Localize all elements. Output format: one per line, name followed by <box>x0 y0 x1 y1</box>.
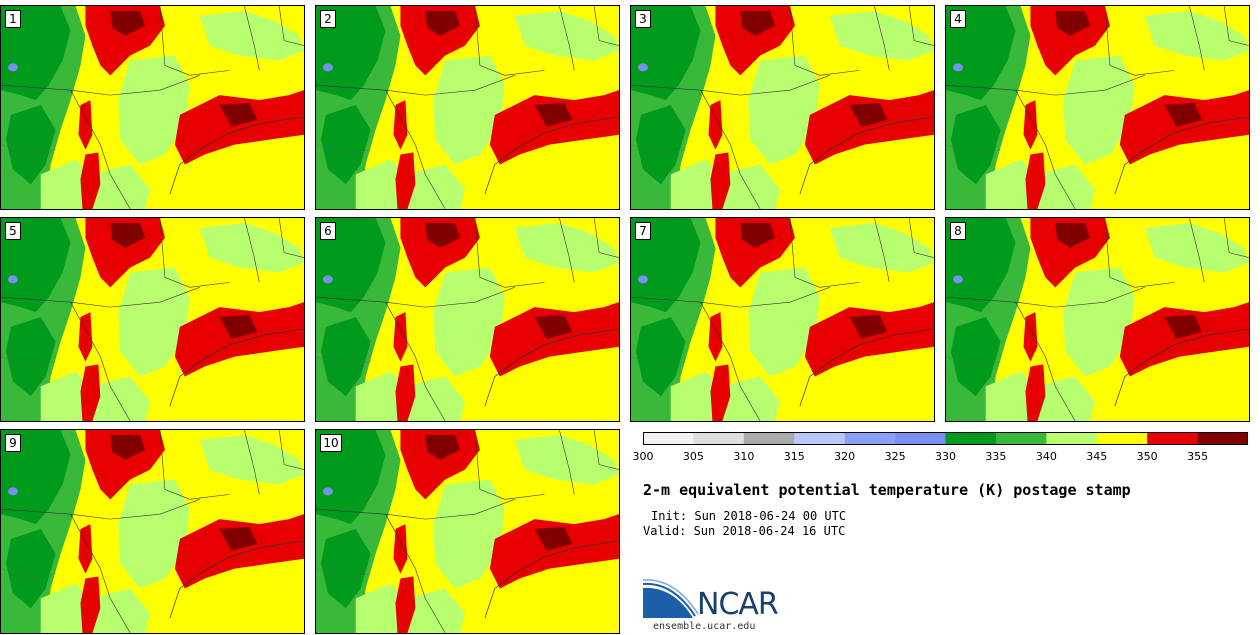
map-panel-8[interactable]: 8 <box>945 217 1250 422</box>
map-10 <box>316 430 619 633</box>
colorbar-outline <box>643 432 1248 445</box>
colorbar <box>643 432 1248 445</box>
colorbar-swatch <box>1197 432 1248 445</box>
panel-label-7: 7 <box>635 222 651 240</box>
website-link[interactable]: ensemble.ucar.edu <box>653 621 756 632</box>
colorbar-tick-label: 330 <box>935 450 956 463</box>
map-panel-3[interactable]: 3 <box>630 5 935 210</box>
colorbar-tick-label: 325 <box>884 450 906 463</box>
map-9 <box>1 430 304 633</box>
map-1 <box>1 6 304 209</box>
valid-time: Valid: Sun 2018-06-24 16 UTC <box>643 524 846 538</box>
panel-label-6: 6 <box>320 222 336 240</box>
colorbar-tick-label: 345 <box>1086 450 1108 463</box>
panel-label-2: 2 <box>320 10 336 28</box>
ncar-logo-icon <box>643 579 699 618</box>
colorbar-tick-label: 355 <box>1187 450 1209 463</box>
colorbar-tick-label: 310 <box>733 450 755 463</box>
map-panel-7[interactable]: 7 <box>630 217 935 422</box>
colorbar-ticks: 300 305 310 315 320 325 330 335 340 345 350 355 <box>633 450 1248 466</box>
map-panel-9[interactable]: 9 <box>0 429 305 634</box>
colorbar-tick-label: 320 <box>834 450 856 463</box>
map-3 <box>631 6 934 209</box>
map-panel-10[interactable]: 10 <box>315 429 620 634</box>
colorbar-swatch <box>895 432 946 445</box>
panel-label-10: 10 <box>320 434 342 452</box>
map-8 <box>946 218 1249 421</box>
colorbar-swatch <box>844 432 896 445</box>
colorbar-swatch <box>643 432 694 445</box>
map-panel-2[interactable]: 2 <box>315 5 620 210</box>
panel-label-5: 5 <box>5 222 21 240</box>
map-7 <box>631 218 934 421</box>
map-panel-6[interactable]: 6 <box>315 217 620 422</box>
colorbar-tick-label: 340 <box>1035 450 1057 463</box>
colorbar-swatch <box>1096 432 1148 445</box>
panel-label-3: 3 <box>635 10 651 28</box>
colorbar-tick-label: 305 <box>682 450 704 463</box>
panel-label-9: 9 <box>5 434 21 452</box>
colorbar-swatch <box>995 432 1047 445</box>
map-5 <box>1 218 304 421</box>
colorbar-swatch <box>794 432 845 445</box>
ncar-logo-text: NCAR <box>697 587 779 622</box>
init-time: Init: Sun 2018-06-24 00 UTC <box>651 509 847 523</box>
panel-label-4: 4 <box>950 10 966 28</box>
colorbar-swatch <box>945 432 997 445</box>
map-panel-5[interactable]: 5 <box>0 217 305 422</box>
colorbar-swatch <box>1046 432 1098 445</box>
map-4 <box>946 6 1249 209</box>
map-panel-4[interactable]: 4 <box>945 5 1250 210</box>
map-6 <box>316 218 619 421</box>
colorbar-tick-label: 300 <box>632 450 654 463</box>
panel-label-8: 8 <box>950 222 966 240</box>
colorbar-tick-label: 335 <box>985 450 1007 463</box>
map-panel-1[interactable]: 1 <box>0 5 305 210</box>
panel-label-1: 1 <box>5 10 21 28</box>
colorbar-tick-label: 315 <box>783 450 805 463</box>
colorbar-swatch <box>1147 432 1198 445</box>
colorbar-swatch <box>693 432 745 445</box>
map-2 <box>316 6 619 209</box>
figure-title: 2-m equivalent potential temperature (K)… <box>643 481 1131 499</box>
colorbar-swatch <box>743 432 795 445</box>
colorbar-tick-label: 350 <box>1136 450 1158 463</box>
